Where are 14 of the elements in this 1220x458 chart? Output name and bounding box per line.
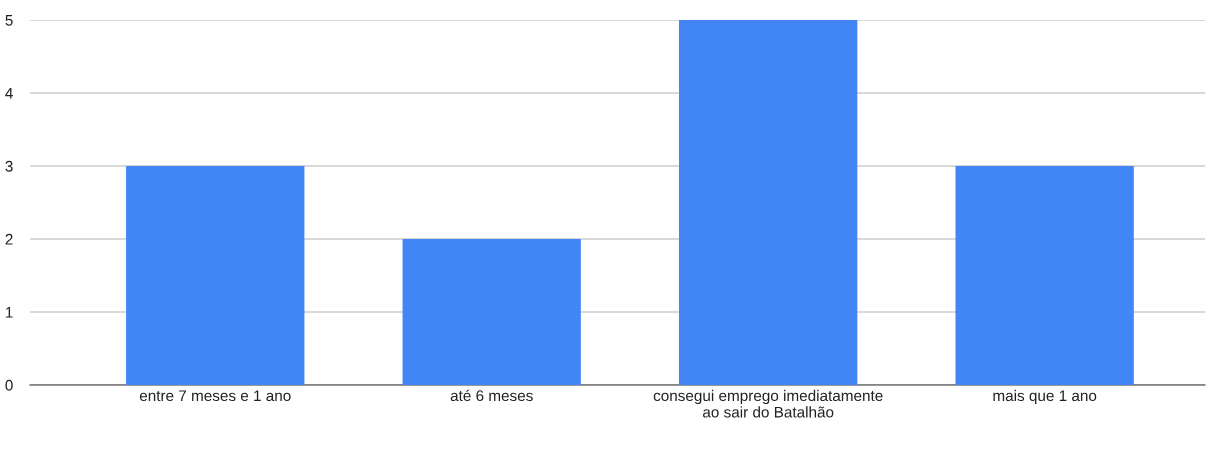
x-tick-label: consegui emprego imediatamente ao sair do Batalhão: [653, 389, 883, 418]
y-tick-label: 2: [5, 233, 13, 245]
x-tick-label: até 6 meses: [450, 389, 533, 402]
x-tick-label: mais que 1 ano: [993, 389, 1097, 405]
bar: [402, 239, 581, 385]
bar: [679, 20, 858, 385]
y-tick-label: 1: [6, 307, 13, 318]
x-tick-label: entre 7 meses e 1 ano: [139, 390, 291, 402]
y-tick-label: 5: [5, 15, 13, 26]
bar: [126, 166, 305, 385]
y-tick-label: 3: [5, 160, 13, 172]
y-tick-label: 4: [5, 88, 13, 99]
y-tick-label: 0: [5, 379, 13, 391]
bar: [955, 166, 1134, 385]
